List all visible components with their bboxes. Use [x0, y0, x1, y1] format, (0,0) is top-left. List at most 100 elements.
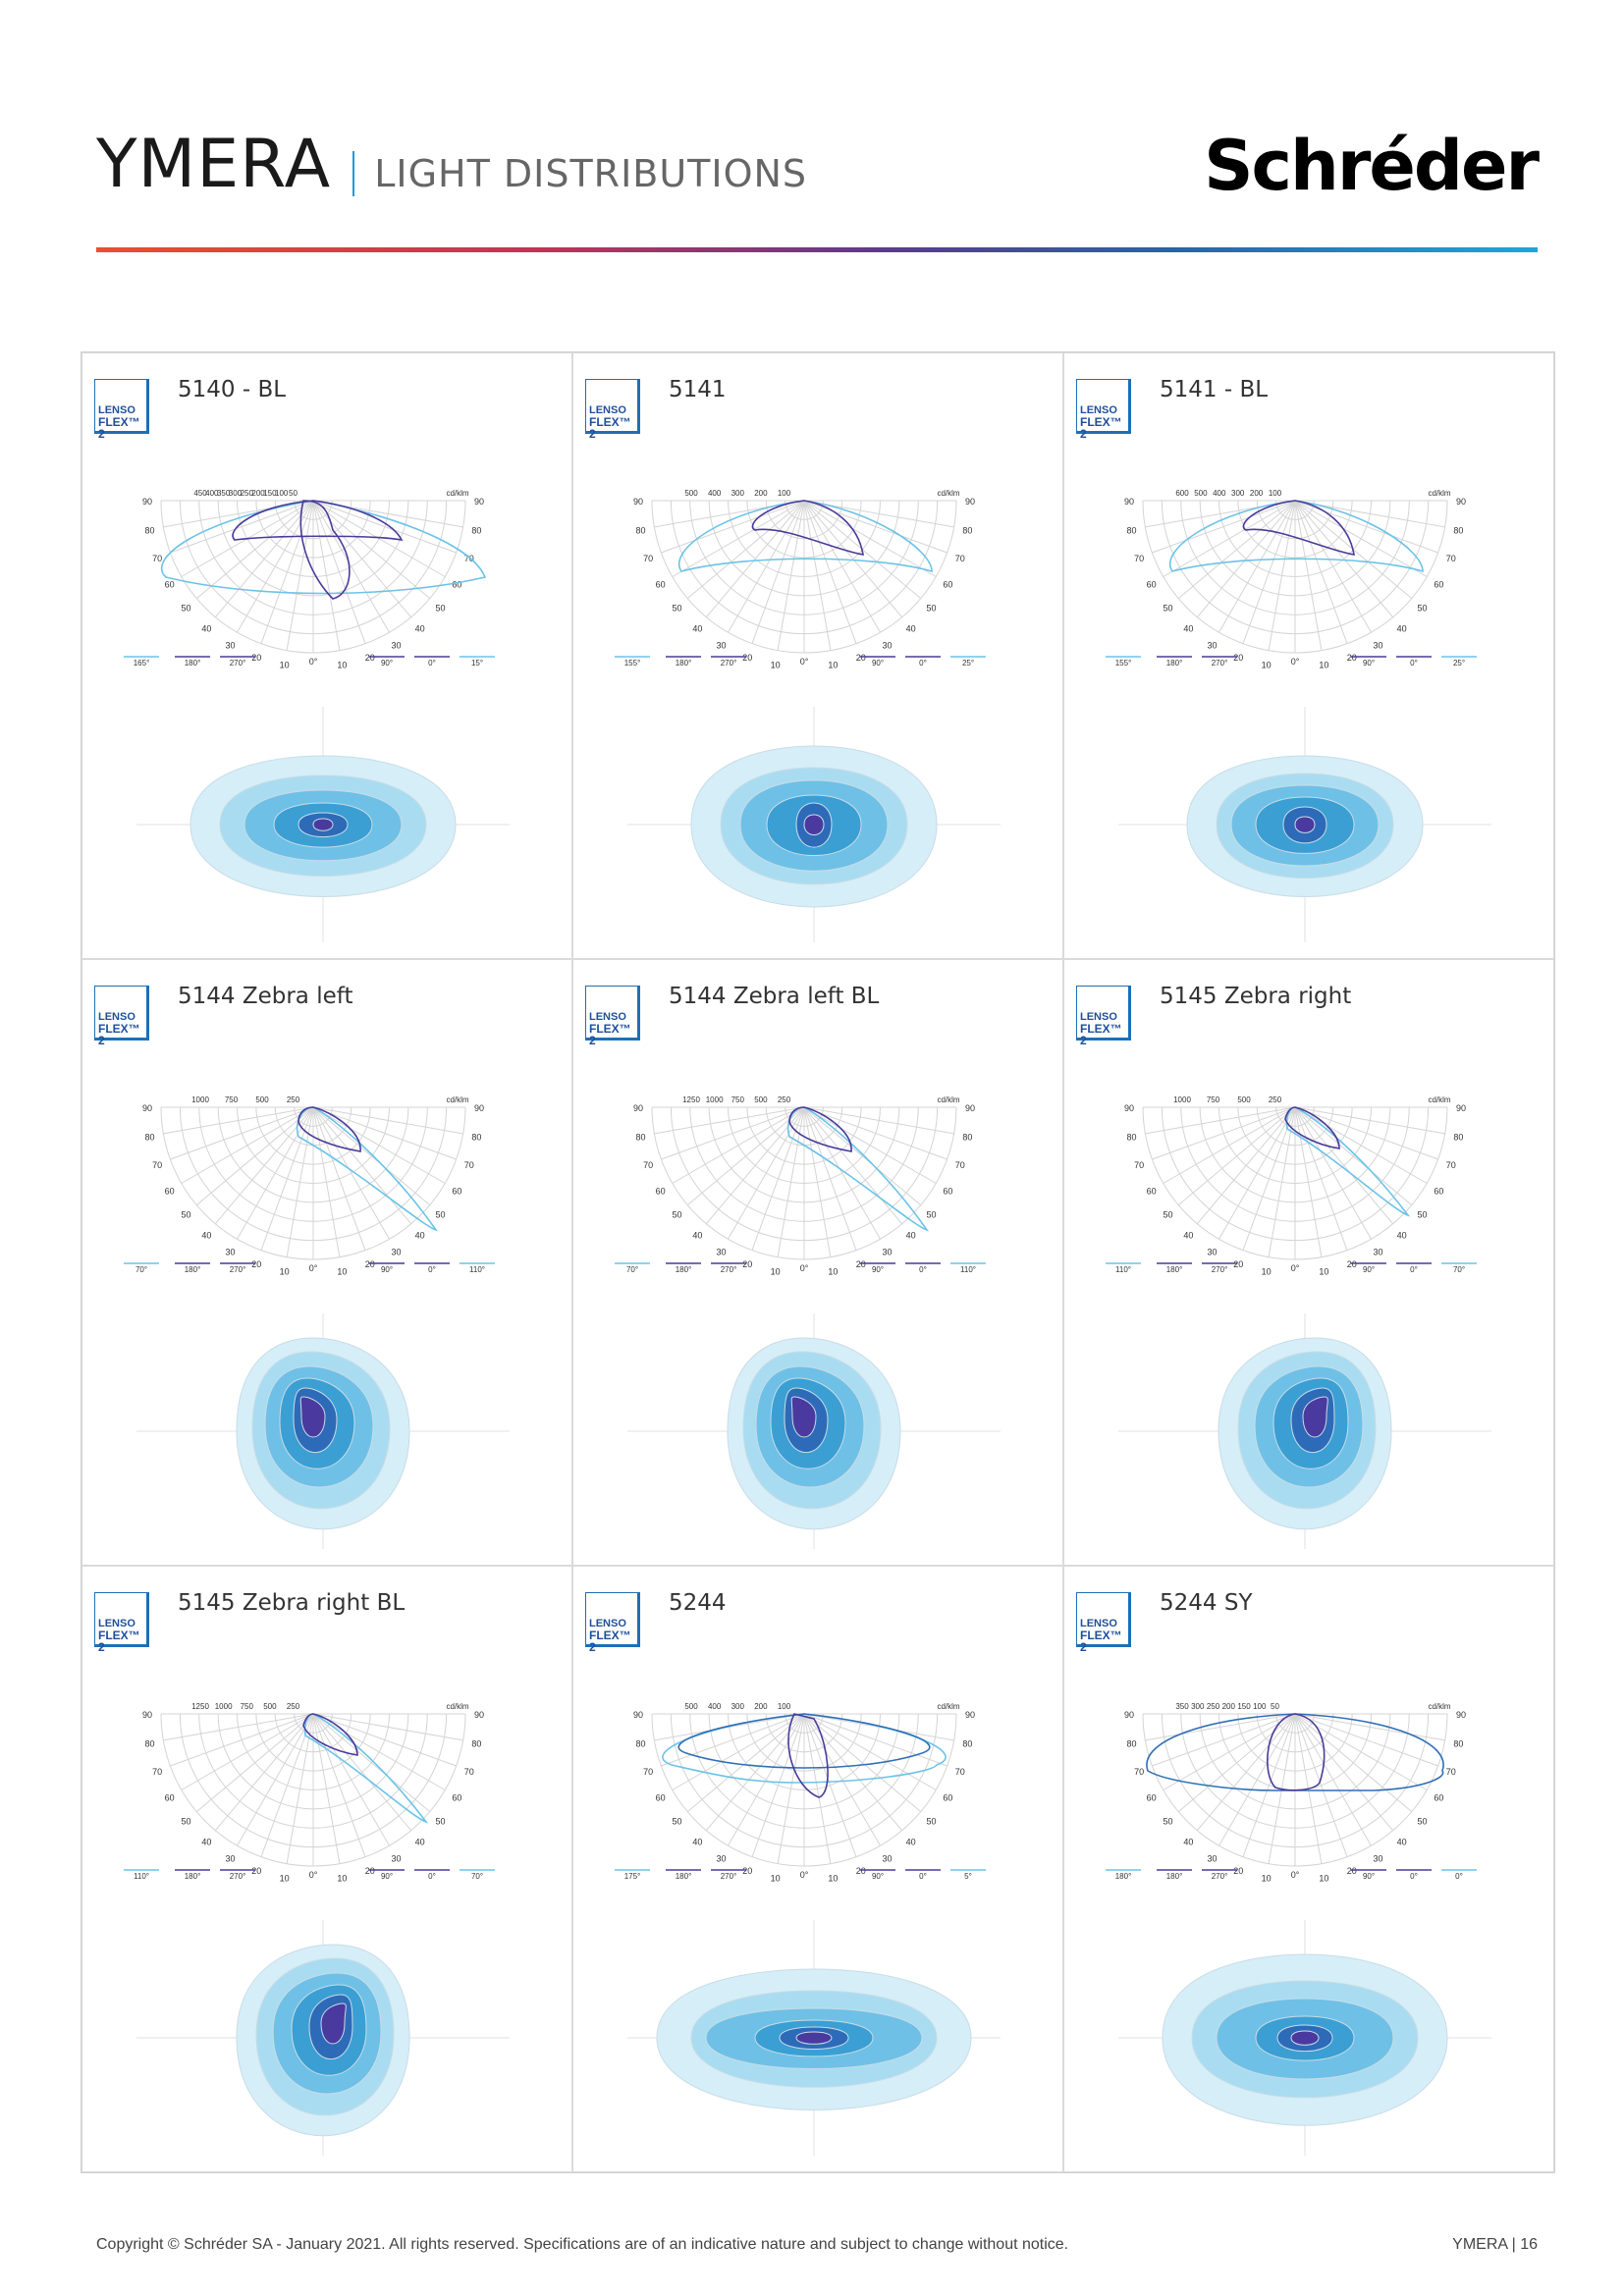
angle-label-left: 90 [633, 497, 643, 507]
angle-label-right: 20 [1347, 1866, 1357, 1876]
intensity-curve [662, 1713, 947, 1784]
legend-label: 270° [230, 659, 246, 667]
angle-label-left: 70 [643, 554, 653, 563]
scale-label: 500 [1237, 1095, 1251, 1104]
angle-label-zero: 0° [309, 1870, 318, 1880]
angle-label-left: 30 [1207, 1247, 1217, 1256]
angle-label-left: 90 [1124, 1710, 1134, 1720]
angle-label-left: 80 [145, 1132, 155, 1142]
polar-spoke [1152, 1713, 1296, 1767]
polar-spoke [1152, 500, 1296, 554]
polar-spoke [312, 1713, 390, 1846]
angle-label-right: 60 [1434, 1793, 1443, 1803]
angle-label-right: 70 [955, 554, 965, 563]
isolux-diagram [627, 707, 1001, 942]
legend-label: 0° [919, 659, 927, 667]
unit-label: cd/klm [937, 1095, 959, 1104]
polar-spoke [1242, 1106, 1296, 1251]
legend-label: 0° [919, 1265, 927, 1274]
angle-label-zero: 0° [1291, 1870, 1300, 1880]
angle-label-right: 60 [452, 580, 461, 590]
legend-label: 90° [381, 1872, 393, 1881]
intensity-curve [751, 500, 864, 556]
scale-label: 100 [275, 489, 289, 498]
legend-label: 5° [964, 1872, 972, 1881]
polar-spoke [686, 1106, 805, 1206]
polar-spoke [1163, 500, 1296, 577]
legend-label: 0° [919, 1872, 927, 1881]
angle-label-left: 10 [280, 1266, 290, 1276]
polar-spoke [260, 1713, 314, 1857]
polar-spoke [1294, 1106, 1372, 1240]
angle-label-left: 40 [1183, 1230, 1193, 1240]
polar-spoke [260, 500, 314, 644]
polar-spoke [1294, 1106, 1413, 1206]
polar-diagram: 90 90 80 80 70 70 60 60 50 50 40 40 30 30 20 20 10 10 0° 35… [1106, 1702, 1477, 1883]
angle-label-right: 90 [474, 497, 484, 507]
polar-spoke [803, 500, 857, 644]
angle-label-left: 40 [1183, 623, 1193, 633]
distribution-name: 5144 Zebra left BL [669, 984, 880, 1009]
angle-label-left: 70 [1134, 1767, 1144, 1777]
angle-label-right: 10 [1319, 1266, 1328, 1276]
angle-label-left: 20 [742, 653, 752, 663]
legend-label: 270° [230, 1265, 246, 1274]
legend-label: 0° [428, 659, 436, 667]
unit-label: cd/klm [1428, 1095, 1450, 1104]
scale-label: 300 [1191, 1702, 1205, 1711]
polar-spoke [803, 500, 903, 618]
polar-spoke [312, 1713, 446, 1790]
angle-label-right: 40 [415, 623, 425, 633]
angle-label-left: 20 [1233, 1259, 1243, 1269]
polar-diagram: 90 90 80 80 70 70 60 60 50 50 40 40 30 30 20 20 10 10 0° 60… [1106, 489, 1477, 669]
intensity-curve [1242, 500, 1355, 556]
legend-label: 0° [1455, 1872, 1463, 1881]
isolux-diagram [136, 1313, 510, 1549]
angle-label-right: 90 [1456, 1710, 1466, 1720]
angle-label-left: 80 [636, 1132, 646, 1142]
legend-label: 270° [1212, 659, 1228, 667]
polar-spoke [1242, 1713, 1296, 1857]
legend-label: 110° [960, 1265, 976, 1274]
legend-label: 0° [1410, 1872, 1418, 1881]
polar-spoke [214, 500, 314, 618]
page-header: YMERA LIGHT DISTRIBUTIONS [96, 126, 807, 203]
legend-label: 155° [624, 659, 641, 667]
polar-spoke [654, 1106, 805, 1135]
angle-label-left: 40 [201, 623, 211, 633]
legend-label: 70° [135, 1265, 147, 1274]
scale-label: 750 [1207, 1095, 1220, 1104]
isolux-diagram [1118, 1313, 1491, 1549]
angle-label-left: 60 [165, 580, 175, 590]
angle-label-left: 70 [643, 1767, 653, 1777]
lensoflex-logo: LENSO FLEX™ 2 [585, 986, 640, 1046]
angle-label-right: 90 [474, 1103, 484, 1113]
angle-label-right: 70 [464, 554, 474, 563]
polar-spoke [312, 500, 366, 644]
polar-spoke [1196, 1713, 1296, 1832]
isolux-diagram [136, 707, 510, 942]
angle-label-right: 60 [943, 1187, 952, 1197]
intensity-curve [232, 500, 404, 542]
angle-label-left: 30 [716, 640, 726, 650]
scale-label: 500 [684, 1702, 698, 1711]
isolux-contour [312, 818, 334, 831]
polar-spoke [312, 500, 431, 600]
lensoflex-logo: LENSO FLEX™ 2 [94, 1592, 149, 1653]
angle-label-right: 90 [965, 1710, 975, 1720]
polar-spoke [1294, 500, 1372, 633]
angle-label-left: 80 [145, 1738, 155, 1748]
scale-label: 150 [1237, 1702, 1251, 1711]
polar-spoke [237, 1713, 314, 1846]
angle-label-zero: 0° [309, 657, 318, 667]
angle-label-left: 50 [182, 1817, 191, 1827]
angle-label-left: 30 [225, 640, 235, 650]
legend-label: 270° [721, 659, 737, 667]
polar-spoke [1218, 1713, 1296, 1846]
polar-spoke [654, 1713, 805, 1741]
angle-label-right: 70 [1446, 1767, 1456, 1777]
scale-label: 1000 [191, 1095, 209, 1104]
polar-spoke [1294, 1106, 1323, 1257]
scale-label: 400 [708, 1702, 722, 1711]
polar-spoke [1294, 1106, 1394, 1225]
